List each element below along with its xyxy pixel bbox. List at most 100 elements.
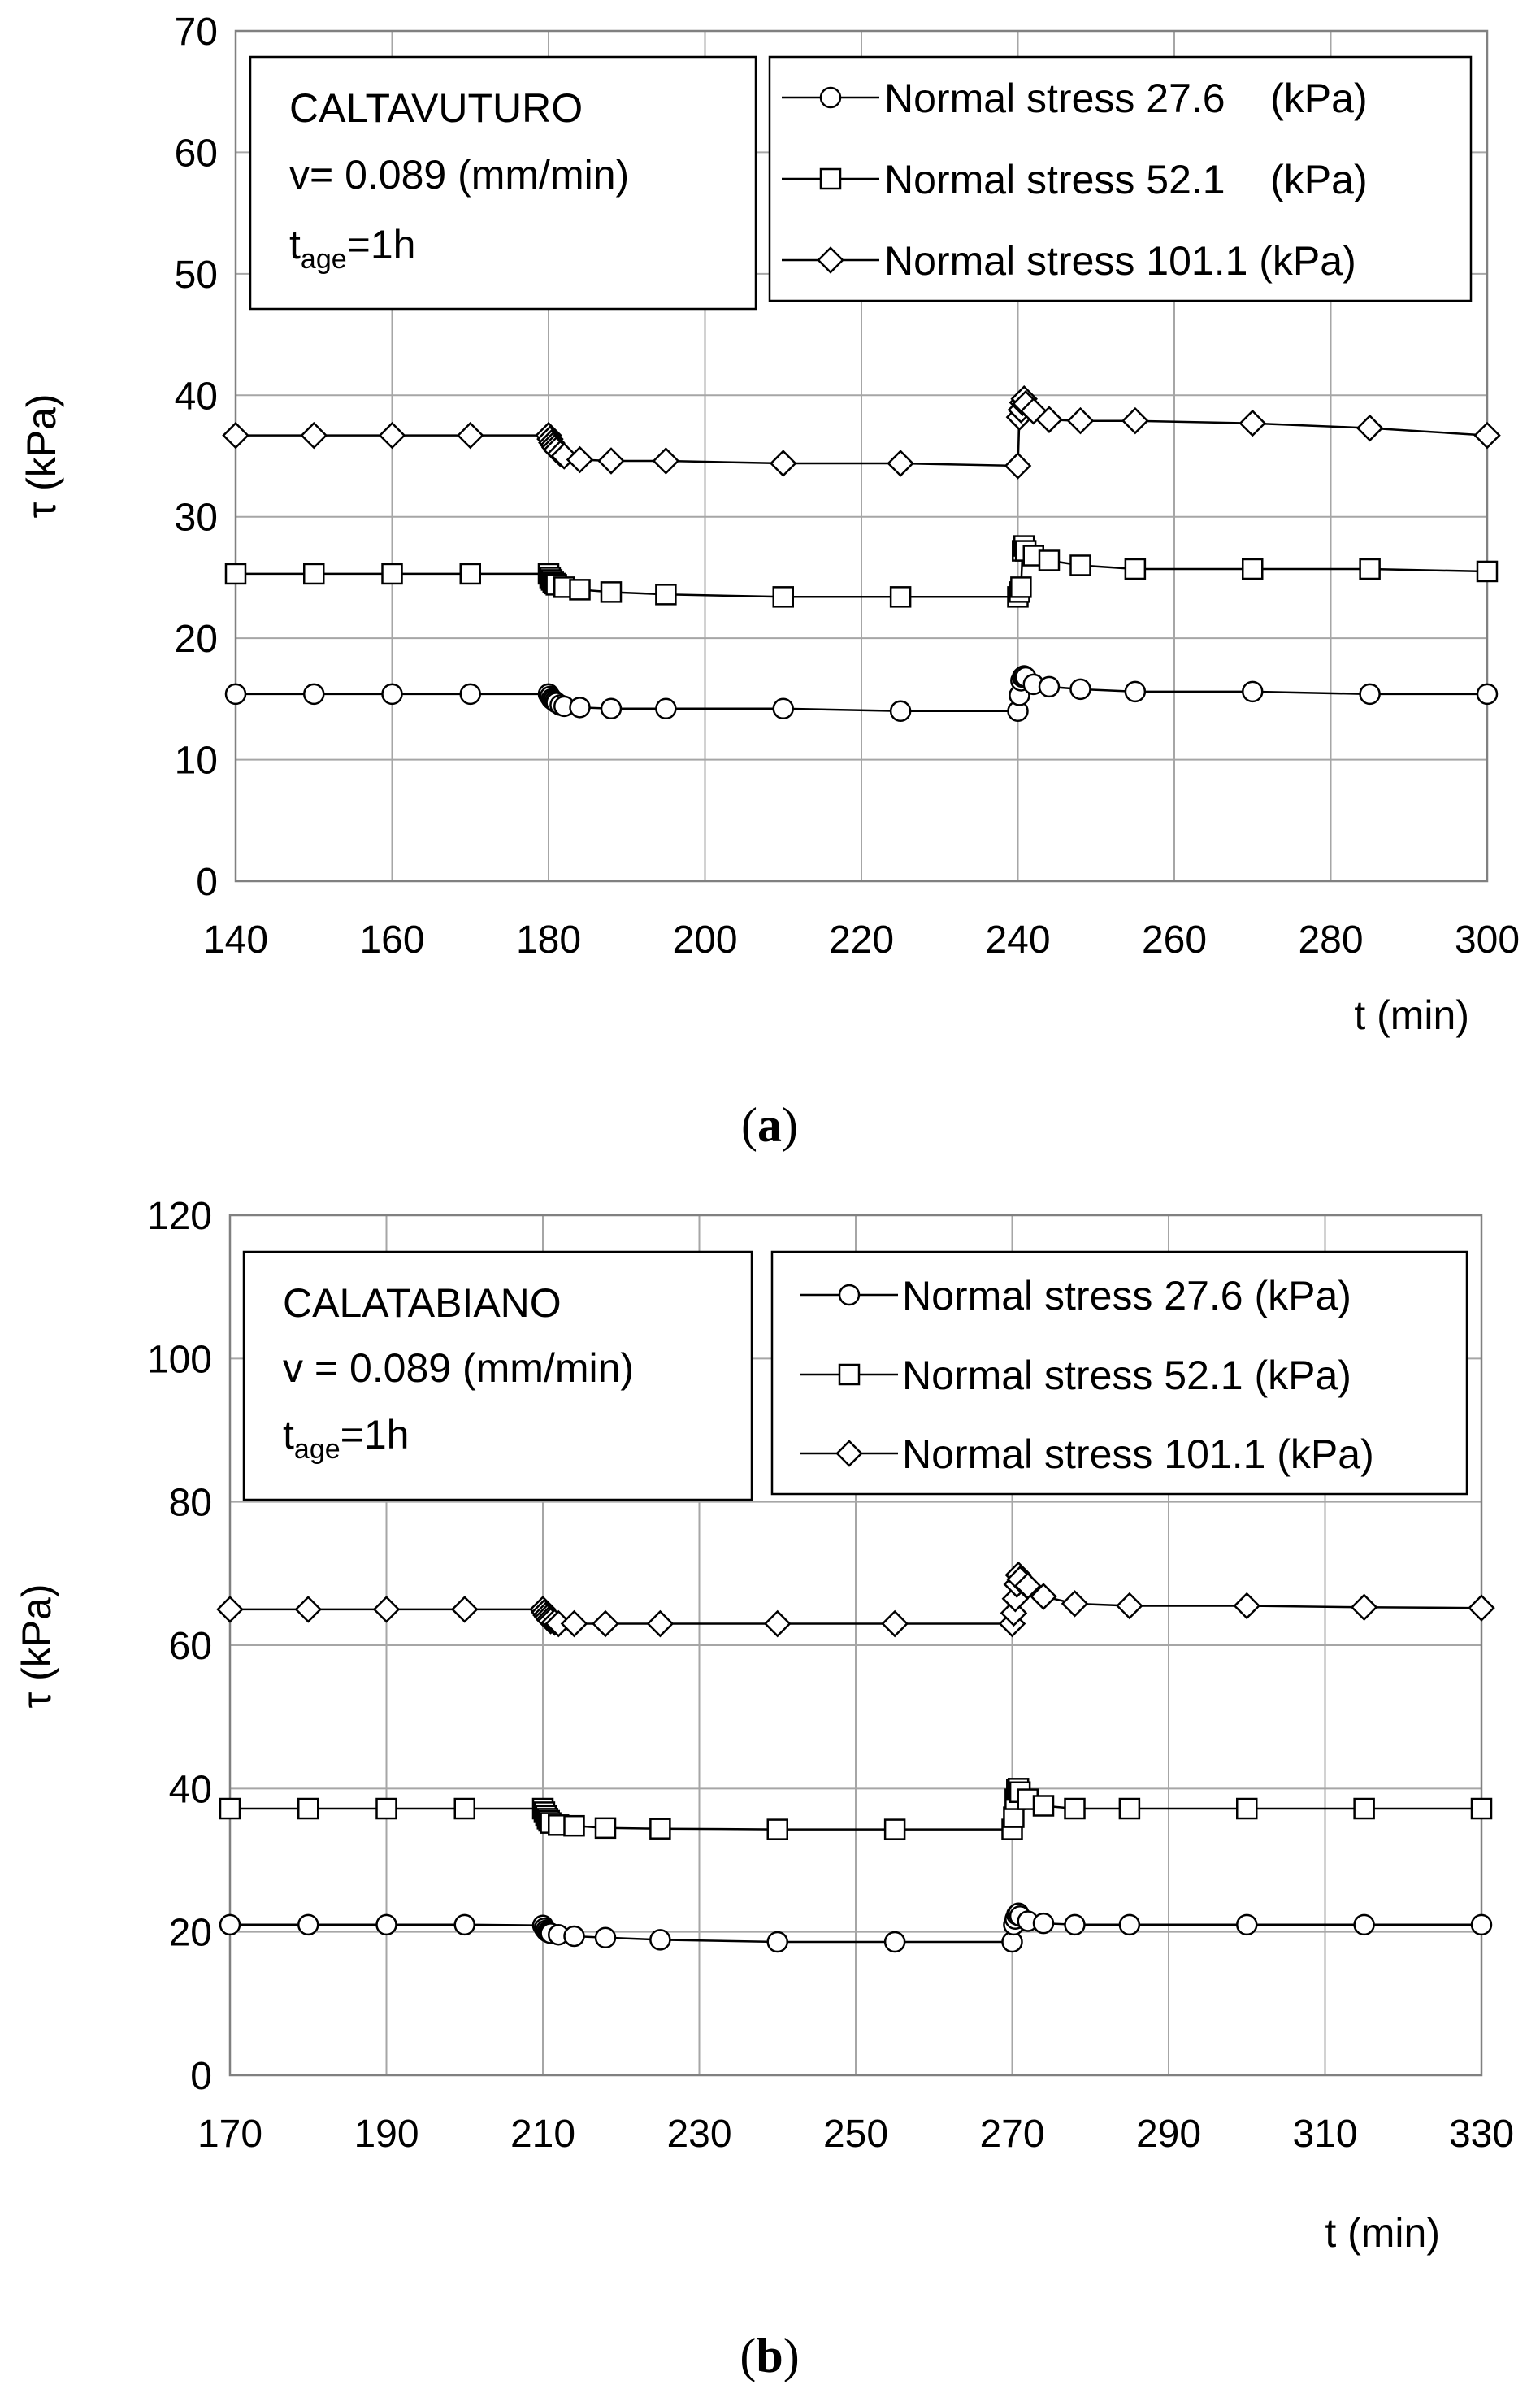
x-tick-label-b-7: 310 bbox=[1292, 2113, 1357, 2156]
data-point-b-1-11 bbox=[563, 1814, 585, 1837]
panel-caption-a: (a) bbox=[741, 1098, 798, 1152]
data-point-a-0-2 bbox=[381, 683, 403, 706]
data-point-a-2-2 bbox=[378, 421, 406, 450]
data-point-b-2-0 bbox=[216, 1596, 244, 1623]
data-point-a-2-16 bbox=[887, 450, 914, 477]
data-point-b-0-11 bbox=[563, 1925, 585, 1948]
y-tick-label-a-4: 40 bbox=[175, 375, 218, 418]
data-point-b-0-24 bbox=[1064, 1913, 1086, 1936]
data-point-a-0-27 bbox=[1242, 680, 1264, 703]
data-point-a-2-26 bbox=[1121, 406, 1149, 435]
data-point-b-2-12 bbox=[560, 1609, 588, 1638]
data-point-b-2-25 bbox=[1061, 1590, 1089, 1618]
data-point-a-2-14 bbox=[652, 447, 680, 475]
x-tick-label-a-6: 260 bbox=[1142, 919, 1207, 962]
y-tick-label-b-4: 80 bbox=[169, 1482, 212, 1525]
data-point-b-2-26 bbox=[1116, 1592, 1143, 1620]
panel-caption-b: (b) bbox=[740, 2329, 799, 2382]
data-point-a-1-28 bbox=[1476, 560, 1499, 583]
data-point-a-0-1 bbox=[303, 683, 325, 706]
info-box-a: CALTAVUTURO v= 0.089 (mm/min) tage=1h bbox=[249, 55, 757, 311]
data-point-b-1-14 bbox=[766, 1818, 788, 1840]
plot-frame-a bbox=[234, 29, 1489, 883]
data-point-b-0-0 bbox=[219, 1913, 241, 1936]
x-axis-title-a: t (min) bbox=[1354, 993, 1469, 1038]
data-point-a-0-16 bbox=[889, 700, 912, 723]
legend-item-a-0: Normal stress 27.6 (kPa) bbox=[782, 76, 1368, 121]
y-tick-label-b-1: 20 bbox=[169, 1912, 212, 1955]
y-tick-label-b-0: 0 bbox=[190, 2055, 212, 2098]
data-point-a-1-2 bbox=[381, 563, 403, 585]
data-point-b-2-28 bbox=[1350, 1593, 1378, 1622]
data-point-b-0-28 bbox=[1470, 1913, 1493, 1936]
x-tick-label-a-0: 140 bbox=[203, 919, 268, 962]
series-group-a bbox=[222, 385, 1501, 723]
y-tick-label-a-6: 60 bbox=[175, 132, 218, 175]
legend-item-b-1: Normal stress 52.1 (kPa) bbox=[800, 1353, 1351, 1398]
data-point-b-1-24 bbox=[1064, 1797, 1086, 1820]
velocity-text-b: v = 0.089 (mm/min) bbox=[283, 1345, 634, 1391]
data-point-a-0-29 bbox=[1476, 683, 1499, 706]
data-point-b-2-2 bbox=[372, 1596, 401, 1623]
data-point-a-0-26 bbox=[1124, 680, 1147, 703]
data-point-b-1-17 bbox=[1003, 1806, 1025, 1828]
data-point-a-1-27 bbox=[1359, 558, 1381, 580]
x-tick-label-b-4: 250 bbox=[823, 2113, 888, 2156]
legend-marker-square-b bbox=[838, 1363, 861, 1386]
legend-label-a-1: Normal stress 52.1 (kPa) bbox=[884, 157, 1368, 202]
y-axis-title-a: τ (kPa) bbox=[19, 393, 64, 518]
y-tick-label-a-2: 20 bbox=[175, 618, 218, 661]
legend-b: Normal stress 27.6 (kPa) Normal stress 5… bbox=[770, 1250, 1468, 1496]
series-group-b bbox=[216, 1561, 1495, 1953]
legend-marker-square-a bbox=[819, 167, 842, 190]
data-point-b-2-15 bbox=[763, 1609, 792, 1638]
legend-item-b-0: Normal stress 27.6 (kPa) bbox=[800, 1273, 1351, 1318]
data-point-b-2-1 bbox=[294, 1596, 323, 1623]
data-point-a-1-0 bbox=[224, 563, 247, 585]
data-point-a-2-3 bbox=[456, 421, 484, 450]
data-point-a-0-0 bbox=[224, 683, 247, 706]
x-tick-label-a-4: 220 bbox=[829, 919, 894, 962]
data-point-a-0-13 bbox=[600, 697, 623, 720]
data-point-b-2-3 bbox=[450, 1596, 479, 1623]
x-tick-label-b-8: 330 bbox=[1449, 2113, 1514, 2156]
tick-labels-b: 170 190 210 230 250 270 290 310 330 0 20 40 60 80 100 1… bbox=[147, 1195, 1514, 2156]
x-tick-label-b-2: 210 bbox=[510, 2113, 575, 2156]
aging-time-value-b: =1h bbox=[341, 1412, 410, 1457]
data-point-a-1-13 bbox=[655, 584, 677, 606]
legend-marker-circle-a bbox=[819, 86, 842, 109]
data-point-b-1-27 bbox=[1353, 1797, 1375, 1820]
data-point-a-0-15 bbox=[772, 697, 794, 720]
x-tick-label-a-5: 240 bbox=[985, 919, 1050, 962]
data-point-a-2-29 bbox=[1473, 421, 1501, 450]
data-point-a-2-24 bbox=[1035, 406, 1063, 433]
aging-time-sub-a: age bbox=[301, 244, 347, 275]
chart-panel-b: 170 190 210 230 250 270 290 310 330 0 20 40 60 80 100 1… bbox=[14, 1195, 1514, 2382]
legend-marker-circle-b bbox=[838, 1284, 861, 1306]
info-box-frame-a bbox=[249, 55, 757, 311]
y-tick-label-a-0: 0 bbox=[196, 861, 218, 904]
legend-label-b-2: Normal stress 101.1 (kPa) bbox=[902, 1431, 1374, 1477]
data-point-b-1-23 bbox=[1032, 1795, 1055, 1817]
site-name-a: CALTAVUTURO bbox=[289, 85, 583, 131]
data-point-b-2-27 bbox=[1233, 1592, 1261, 1620]
data-point-a-2-25 bbox=[1066, 406, 1095, 435]
legend-item-a-1: Normal stress 52.1 (kPa) bbox=[782, 157, 1368, 202]
y-tick-label-b-3: 60 bbox=[169, 1625, 212, 1668]
panel-caption-letter-a: a bbox=[757, 1098, 782, 1152]
y-tick-label-a-7: 70 bbox=[175, 11, 218, 54]
data-point-b-2-23 bbox=[1013, 1572, 1042, 1600]
data-point-a-1-26 bbox=[1242, 558, 1264, 580]
legend-marker-diamond-b bbox=[835, 1440, 863, 1467]
data-point-a-2-17 bbox=[1004, 452, 1032, 480]
legend-label-b-0: Normal stress 27.6 (kPa) bbox=[902, 1273, 1351, 1318]
data-point-b-0-25 bbox=[1118, 1913, 1141, 1936]
plot-frame-b bbox=[228, 1214, 1483, 2077]
data-point-a-0-24 bbox=[1038, 675, 1061, 698]
data-point-a-1-11 bbox=[569, 579, 591, 601]
x-axis-title-b: t (min) bbox=[1325, 2210, 1440, 2256]
data-point-a-2-0 bbox=[222, 421, 249, 450]
y-tick-label-a-1: 10 bbox=[175, 740, 218, 783]
y-tick-label-a-5: 50 bbox=[175, 254, 218, 297]
